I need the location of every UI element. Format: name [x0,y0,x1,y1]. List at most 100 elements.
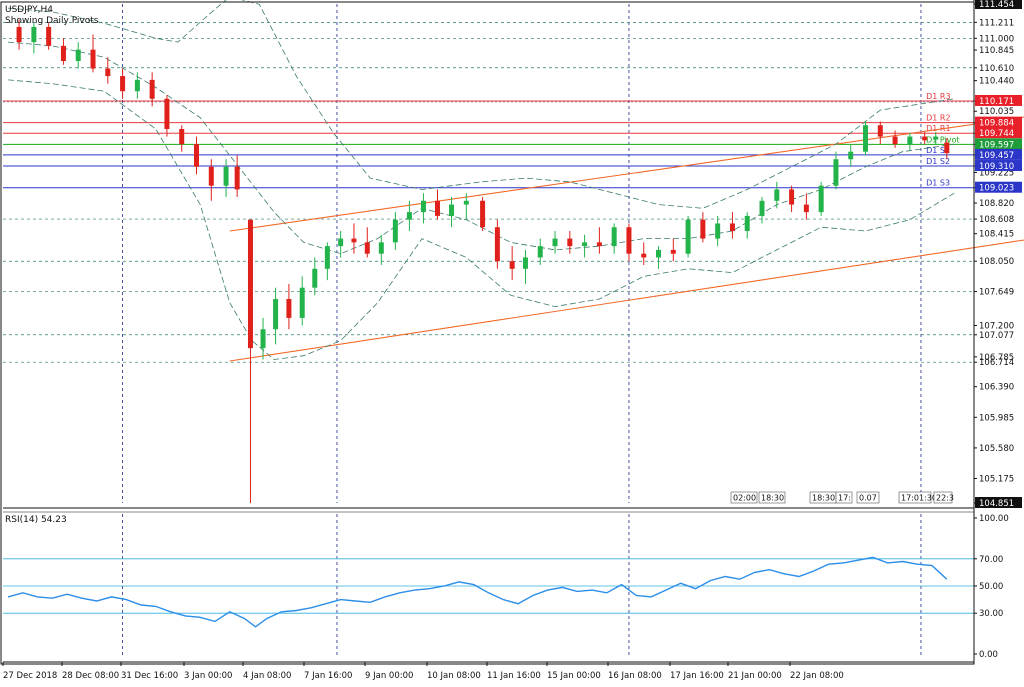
price-tag [975,127,1022,139]
price-tag [975,181,1022,193]
price-tag [975,148,1022,160]
trend-channel-line [229,239,1024,362]
candle-body [582,242,588,247]
candle-body [833,159,839,186]
candle-body [324,246,330,269]
price-tick-label: 110.035 [979,107,1014,117]
candle-body [273,299,279,330]
candle-body [134,79,140,92]
time-tick-label: 15 Jan 00:00 [547,671,601,681]
candle-body [247,219,253,349]
candle-body [729,223,735,232]
candle-body [848,151,854,160]
candle-body [16,26,22,43]
price-tick-label: 108.050 [979,257,1014,267]
candle-body [789,189,795,205]
pivot-label: D1 S2 [926,157,950,166]
price-tag [975,116,1022,128]
time-tick-label: 10 Jan 08:00 [427,671,481,681]
price-tick-label: 107.077 [979,331,1014,341]
candle-body [685,219,691,254]
candle-body [656,249,662,258]
candle-body [46,26,52,46]
candle-body [312,268,318,288]
time-tick-label: 16 Jan 08:00 [608,671,662,681]
session-time-label: 02:00 [733,494,756,503]
time-tick-label: 7 Jan 16:00 [304,671,352,681]
candle-body [818,185,824,213]
candle-body [567,238,573,247]
candle-body [420,200,426,213]
candle-body [670,249,676,254]
session-time-label: 18:30 [812,494,835,503]
candle-body [378,242,384,254]
chart-frame [0,1,975,665]
candle-body [596,242,602,247]
pivot-label: D1 R3 [926,92,950,101]
candle-body [863,125,869,152]
candle-body [641,253,647,258]
pivot-label: D1 R2 [926,114,950,123]
candle-body [286,299,292,318]
candle-body [90,49,96,69]
candle-body [392,219,398,243]
candle-body [877,125,883,137]
candle-body [715,223,721,239]
session-time-box [856,491,880,504]
candle-body [933,136,939,140]
price-tick-label: 106.390 [979,383,1014,393]
candle-body [338,238,344,247]
candle-body [234,166,240,190]
session-time-label: 17:01:30 [901,494,937,503]
price-tag-label: 109.310 [979,162,1014,172]
candle-body [744,215,750,232]
candle-body [105,68,111,77]
candle-body [537,246,543,258]
price-tick-label: 105.985 [979,413,1014,423]
rsi-tick-label: 50.00 [979,582,1003,592]
price-tick-label: 109.225 [979,168,1014,178]
rsi-label: RSI(14) 54.23 [5,515,67,525]
price-tick-label: 111.000 [979,34,1014,44]
price-tick-label: 107.649 [979,288,1014,298]
price-tick-label: 108.820 [979,199,1014,209]
session-time-box [933,491,953,504]
price-tag [975,0,1022,9]
rsi-tick-label: 70.00 [979,555,1003,565]
price-tick-label: 105.580 [979,444,1014,454]
price-tag-label: 104.851 [979,499,1014,509]
price-tag [975,160,1022,172]
candle-body [208,166,214,186]
rsi-tick-label: 100.00 [979,514,1009,524]
trend-channel-layer [229,116,1024,362]
session-time-box [758,491,786,504]
candle-body [449,204,455,216]
price-tag [975,138,1022,150]
candle-body [260,329,266,349]
candle-body [194,144,200,167]
time-axis-layer: 27 Dec 2018 28 Dec 08:00 31 Dec 16:00 3 Jan… [2,661,974,681]
session-time-box [835,491,853,504]
candle-body [892,136,898,145]
session-time-label: 17: [838,494,851,503]
rsi-line [7,556,948,628]
bollinger-upper-band [7,0,955,209]
price-tick-label: 111.211 [979,18,1014,28]
price-tick-label: 107.200 [979,321,1014,331]
time-tick-label: 11 Jan 16:00 [487,671,541,681]
candle-body [552,238,558,247]
symbol-label: USDJPY,H4 [5,5,53,15]
candle-body [944,142,950,154]
candle-body [494,227,500,262]
price-tick-label: 106.785 [979,353,1014,363]
trend-channel-line [229,116,1024,232]
indicator-subtitle: Showing Daily Pivots [5,16,99,26]
bollinger-lower-band [7,79,955,360]
time-tick-label: 31 Dec 16:00 [121,671,178,681]
session-time-label: 22:3 [936,494,954,503]
price-tag-label: 111.454 [979,0,1014,10]
price-tick-label: 108.415 [979,230,1014,240]
